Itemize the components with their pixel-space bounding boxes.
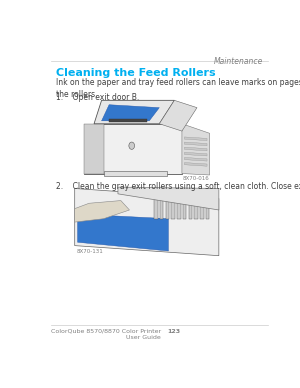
Bar: [160, 192, 164, 219]
Bar: [194, 192, 198, 219]
Text: Maintenance: Maintenance: [214, 57, 263, 66]
Polygon shape: [184, 147, 207, 151]
Polygon shape: [184, 158, 207, 161]
Polygon shape: [75, 189, 219, 256]
Bar: [84, 124, 104, 173]
Circle shape: [129, 142, 135, 149]
Text: 1.    Open exit door B.: 1. Open exit door B.: [56, 93, 139, 102]
Bar: [206, 192, 209, 219]
Bar: [109, 120, 147, 122]
Text: Cleaning the Feed Rollers: Cleaning the Feed Rollers: [56, 68, 216, 78]
Polygon shape: [184, 152, 207, 156]
Text: 8X70-131: 8X70-131: [76, 249, 103, 254]
Text: Ink on the paper and tray feed rollers can leave marks on pages. Use the followi: Ink on the paper and tray feed rollers c…: [56, 78, 300, 99]
Text: 8X70-016: 8X70-016: [183, 176, 210, 181]
Polygon shape: [78, 214, 168, 251]
Polygon shape: [94, 100, 174, 124]
Polygon shape: [182, 124, 210, 175]
Polygon shape: [184, 142, 207, 146]
Polygon shape: [159, 100, 197, 131]
Polygon shape: [118, 187, 219, 210]
Polygon shape: [184, 137, 207, 140]
Bar: [177, 192, 181, 219]
Polygon shape: [75, 201, 130, 222]
Bar: [171, 192, 175, 219]
Bar: [104, 171, 167, 177]
Text: ColorQube 8570/8870 Color Printer
User Guide: ColorQube 8570/8870 Color Printer User G…: [51, 329, 161, 341]
Bar: [166, 192, 169, 219]
Text: 2.    Clean the gray exit rollers using a soft, clean cloth. Close exit door B.: 2. Clean the gray exit rollers using a s…: [56, 182, 300, 191]
Bar: [84, 124, 182, 173]
Bar: [189, 192, 192, 219]
Bar: [183, 192, 186, 219]
Polygon shape: [102, 105, 159, 121]
Bar: [200, 192, 204, 219]
Text: 123: 123: [168, 329, 181, 334]
Bar: [154, 192, 158, 219]
Polygon shape: [184, 163, 207, 166]
